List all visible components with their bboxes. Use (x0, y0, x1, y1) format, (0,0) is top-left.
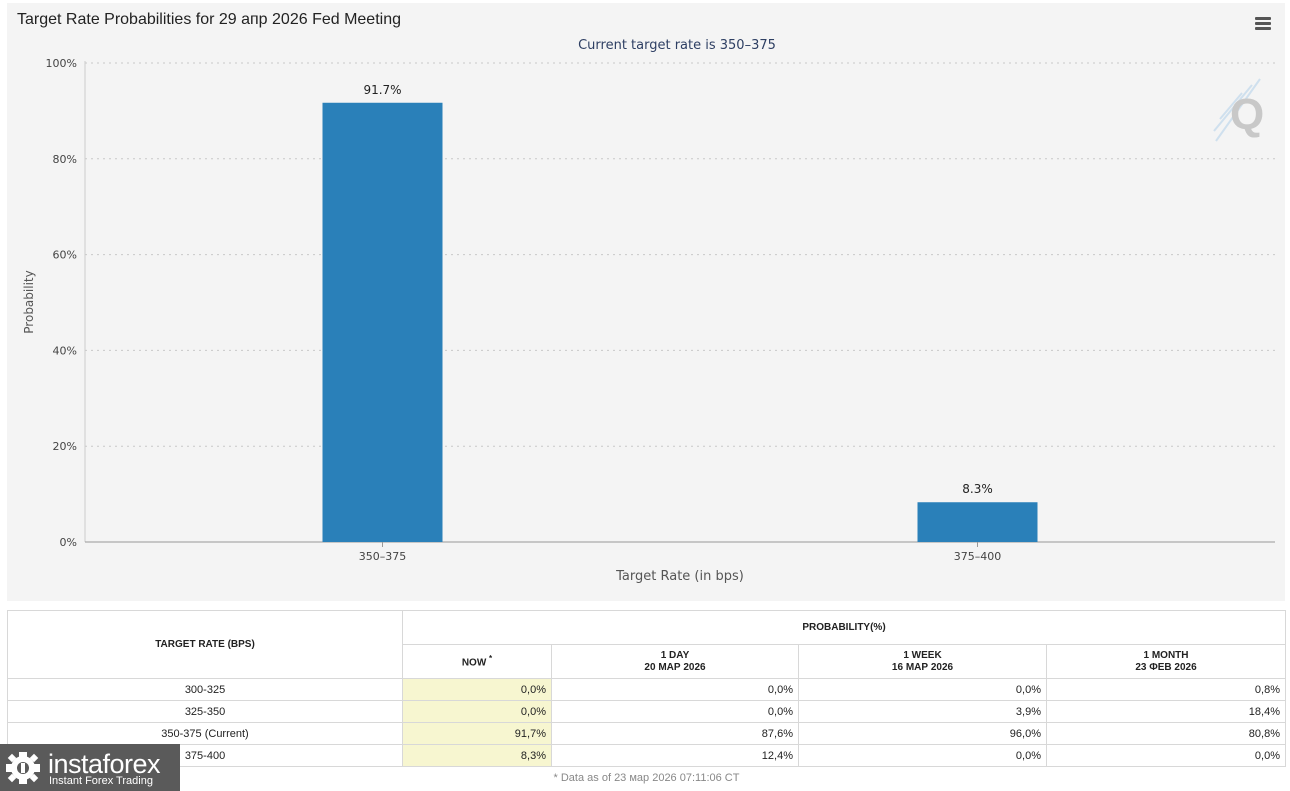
cell-now: 91,7% (402, 722, 552, 745)
y-tick-label: 60% (53, 249, 77, 262)
cell-1-month: 0,0% (1046, 744, 1286, 767)
svg-text:Q: Q (1230, 90, 1264, 139)
chart-panel: Target Rate Probabilities for 29 апр 202… (7, 3, 1285, 601)
table-row: 325-350 0,0% 0,0% 3,9% 18,4% (7, 700, 1286, 723)
y-tick-label: 0% (60, 536, 77, 549)
chart-title: Target Rate Probabilities for 29 апр 202… (17, 11, 401, 28)
cell-1-week: 0,0% (798, 744, 1047, 767)
table-footnote-row: * Data as of 23 мар 2026 07:11:06 CT (8, 767, 1286, 790)
bar-value-label: 8.3% (962, 482, 993, 496)
cell-1-month: 80,8% (1046, 722, 1286, 745)
cell-now: 8,3% (402, 744, 552, 767)
instaforex-gear-logo-icon (6, 752, 40, 784)
probability-table: TARGET RATE (BPS) PROBABILITY(%) NOW * 1… (7, 610, 1286, 789)
header-1-week: 1 WEEK 16 МАР 2026 (798, 644, 1047, 679)
x-axis-title: Target Rate (in bps) (615, 569, 744, 584)
y-tick-label: 40% (53, 344, 77, 357)
x-tick-label: 375–400 (954, 550, 1002, 563)
y-axis-title: Probability (22, 270, 36, 333)
cell-1-day: 87,6% (551, 722, 799, 745)
quikstrike-q-logo-icon: Q (1213, 78, 1264, 142)
brand-tagline: Instant Forex Trading (49, 775, 153, 787)
hamburger-menu-icon[interactable] (1255, 17, 1271, 31)
y-tick-label: 20% (53, 440, 77, 453)
instaforex-watermark: instaforex Instant Forex Trading (0, 744, 180, 791)
brand-name: instaforex (48, 749, 161, 779)
header-now: NOW * (402, 644, 552, 679)
bar-375-400 (917, 502, 1038, 542)
bar-value-label: 91.7% (363, 83, 401, 97)
chart-subtitle: Current target rate is 350–375 (578, 38, 776, 53)
x-tick-label: 350–375 (359, 550, 407, 563)
cell-rate: 300-325 (7, 678, 403, 701)
table-row: 375-400 8,3% 12,4% 0,0% 0,0% (7, 744, 1286, 767)
bar-350-375 (322, 102, 443, 542)
cell-1-month: 18,4% (1046, 700, 1286, 723)
cell-1-day: 12,4% (551, 744, 799, 767)
header-probability: PROBABILITY(%) (402, 610, 1286, 645)
cell-1-day: 0,0% (551, 678, 799, 701)
cell-now: 0,0% (402, 678, 552, 701)
table-row: 350-375 (Current) 91,7% 87,6% 96,0% 80,8… (7, 722, 1286, 745)
cell-1-day: 0,0% (551, 700, 799, 723)
y-tick-label: 80% (53, 153, 77, 166)
bar-chart: Current target rate is 350–375 0% 20% 40% 60… (22, 38, 1275, 584)
table-row: 300-325 0,0% 0,0% 0,0% 0,8% (7, 678, 1286, 701)
data-timestamp-note: * Data as of 23 мар 2026 07:11:06 CT (553, 772, 740, 784)
header-1-month: 1 MONTH 23 ФЕВ 2026 (1046, 644, 1286, 679)
cell-1-month: 0,8% (1046, 678, 1286, 701)
cell-rate: 350-375 (Current) (7, 722, 403, 745)
cell-rate: 325-350 (7, 700, 403, 723)
header-target-rate: TARGET RATE (BPS) (7, 610, 403, 679)
cell-now: 0,0% (402, 700, 552, 723)
cell-1-week: 96,0% (798, 722, 1047, 745)
y-tick-label: 100% (46, 57, 77, 70)
cell-1-week: 0,0% (798, 678, 1047, 701)
cell-1-week: 3,9% (798, 700, 1047, 723)
header-1-day: 1 DAY 20 МАР 2026 (551, 644, 799, 679)
